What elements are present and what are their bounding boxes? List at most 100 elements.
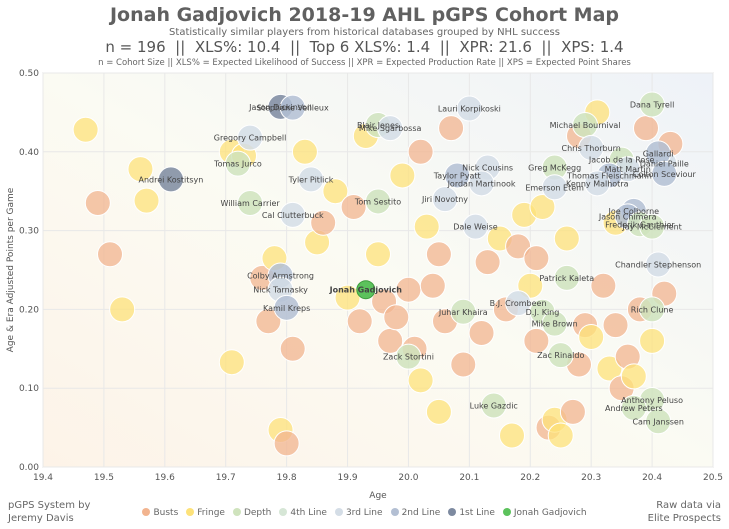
x-tick-label: 19.4 [33, 473, 53, 483]
y-tick-label: 0.50 [19, 69, 39, 79]
cohort-point [273, 430, 300, 457]
labeled-player-point [279, 201, 306, 228]
legend-swatch [279, 508, 288, 516]
labeled-player-point [639, 213, 666, 240]
cohort-point [633, 115, 659, 142]
player-label: Colton Sceviour [633, 170, 697, 179]
legend-label: 2nd Line [401, 508, 441, 518]
player-label: Daniel Paille [640, 160, 689, 169]
player-label: Mike Brown [532, 320, 578, 329]
labeled-player-point [480, 392, 507, 419]
legend-label: 1st Line [459, 508, 495, 518]
player-label: Patrick Kaleta [539, 274, 594, 283]
legend-swatch [502, 508, 511, 516]
cohort-point [596, 355, 623, 382]
cohort-point [365, 241, 391, 268]
player-label: B.J. Crombeen [490, 299, 547, 308]
cohort-point [602, 312, 629, 339]
chart-subtitle: Statistically similar players from histo… [169, 27, 560, 38]
player-label: Cal Clutterbuck [262, 211, 324, 220]
cohort-point [255, 308, 282, 335]
cohort-point [499, 422, 525, 449]
player-label: Zack Stortini [383, 353, 434, 362]
cohort-point [413, 213, 440, 240]
legend-item: 2nd Line [390, 508, 441, 518]
cohort-point [438, 115, 465, 142]
credit-left-line2: Jeremy Davis [8, 513, 74, 524]
player-label: Chandler Stephenson [615, 260, 701, 269]
legend-label: Depth [243, 508, 272, 518]
labeled-player-point [645, 408, 672, 435]
player-label: Michael Bournival [550, 121, 621, 130]
labeled-player-point [157, 166, 184, 193]
labeled-player-point [237, 124, 264, 151]
legend-label: Jonah Gadjovich [513, 508, 587, 518]
labeled-player-point [578, 134, 605, 161]
player-label: Kenny Malhotra [566, 179, 629, 188]
stats-line: n = 196 || XLS%: 10.4 || Top 6 XLS%: 1.4… [0, 38, 729, 56]
cohort-point [407, 138, 434, 165]
cohort-point [529, 193, 556, 220]
player-label: Zac Rinaldo [537, 351, 584, 360]
player-label: Stephane Veilleux [257, 104, 329, 113]
cohort-point [523, 245, 550, 272]
player-label: Nick Cousins [462, 164, 513, 173]
cohort-point [523, 327, 550, 354]
cohort-point [389, 162, 416, 189]
cohort-point [450, 351, 477, 378]
cohort-point [547, 422, 574, 449]
cohort-point [291, 138, 318, 165]
player-label: Jay McClement [621, 223, 682, 232]
legend-swatch [142, 508, 151, 516]
x-tick-label: 20.4 [642, 473, 662, 483]
labeled-player-point [377, 115, 404, 142]
player-label: Joe Colborne [608, 207, 660, 216]
legend-item: Busts [142, 508, 178, 518]
cohort-point [419, 272, 446, 299]
cohort-point [133, 187, 160, 214]
cohort-point [97, 241, 123, 268]
legend-item: Fringe [186, 508, 225, 518]
player-label: Jordan Martinook [447, 179, 516, 188]
player-label: Jiri Novotny [421, 195, 468, 204]
labeled-player-point [651, 160, 678, 187]
player-label: Luke Gazdic [470, 402, 518, 411]
cohort-point [346, 308, 373, 335]
stat-sep: || [541, 38, 552, 56]
credit-left: pGPS System by Jeremy Davis [8, 499, 90, 525]
stat-n: n = 196 [105, 38, 166, 56]
y-tick-label: 0.00 [19, 463, 39, 473]
x-tick-label: 19.6 [155, 473, 175, 483]
player-label: Cam Janssen [632, 417, 683, 426]
cohort-point [553, 225, 580, 252]
player-label: Juhar Khaira [438, 308, 488, 317]
stat-sep: || [439, 38, 450, 56]
legend-label: 4th Line [290, 508, 327, 518]
labeled-player-point [620, 394, 647, 421]
player-label: Gallardi [643, 149, 674, 158]
labeled-player-point [365, 188, 391, 215]
player-label: Dale Weise [453, 223, 498, 232]
credit-right-line1: Raw data via [656, 500, 721, 511]
cohort-point [578, 323, 605, 350]
y-tick-label: 0.20 [19, 305, 39, 315]
stat-sep: || [290, 38, 301, 56]
labeled-player-point [639, 296, 666, 323]
labeled-player-point [584, 170, 611, 197]
labeled-player-point [639, 91, 666, 118]
player-label: Tyler Pitlick [288, 175, 334, 184]
labeled-player-point [541, 174, 568, 201]
legend-swatch [186, 508, 195, 516]
player-label: Dana Tyrell [630, 101, 674, 110]
player-label: Greg McKegg [528, 164, 581, 173]
legend-label: 3rd Line [345, 508, 383, 518]
x-tick-label: 20.1 [459, 473, 479, 483]
cohort-point [340, 193, 367, 220]
x-tick-label: 20.3 [581, 473, 601, 483]
player-label: Gregory Campbell [214, 134, 287, 143]
legend-swatch [448, 508, 457, 516]
x-tick-label: 19.5 [94, 473, 114, 483]
player-label: Jason Dickinson [248, 103, 312, 112]
credit-left-line1: pGPS System by [8, 500, 91, 511]
